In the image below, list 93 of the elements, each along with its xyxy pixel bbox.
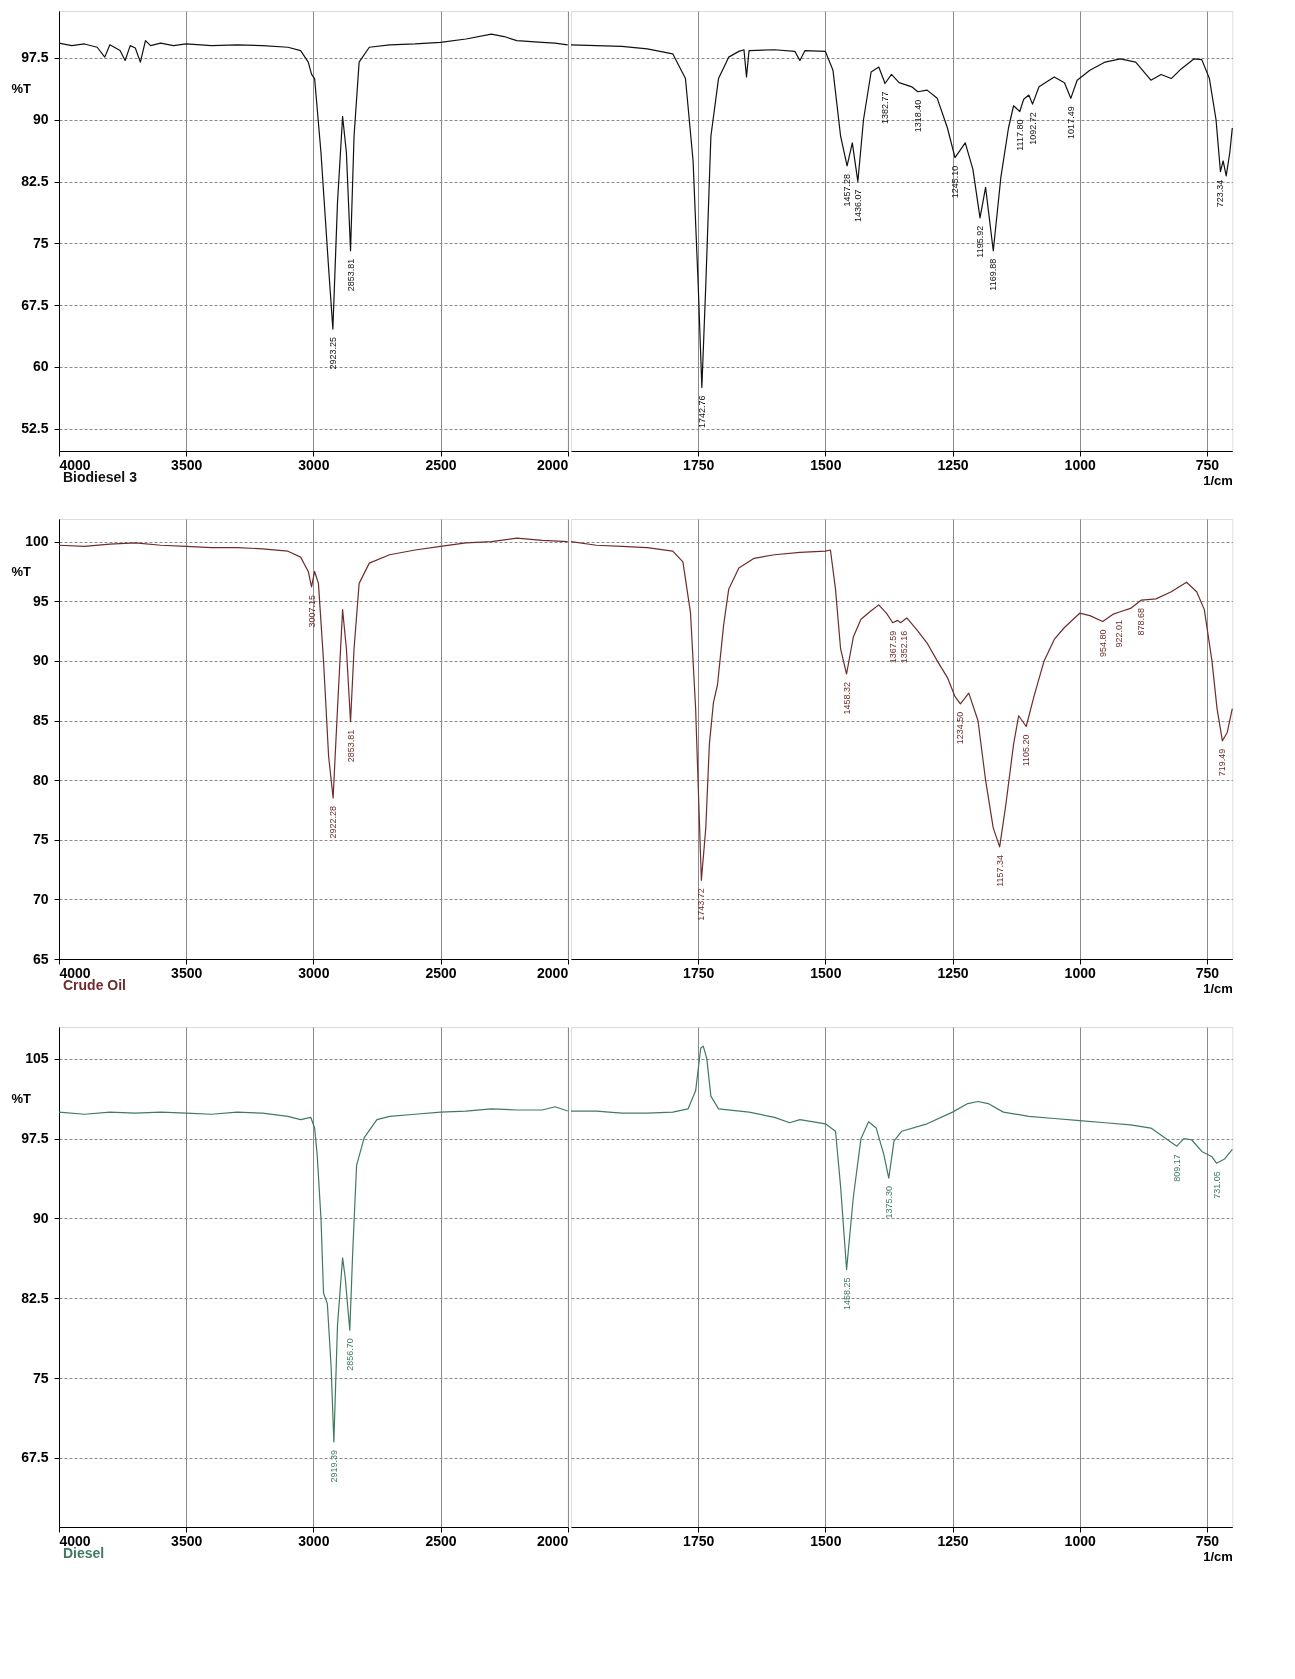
- x-tick-label: 2000: [537, 456, 569, 473]
- annotation: 1105.20: [1021, 734, 1032, 767]
- x-tick-label: 2000: [537, 964, 569, 981]
- annotation: 2922.28: [328, 806, 339, 839]
- y-tick-label: 85: [32, 712, 49, 729]
- y-axis-title: %T: [11, 81, 32, 97]
- annotation: 1367.59: [887, 630, 898, 664]
- annotation: 1458.25: [841, 1277, 852, 1311]
- annotation: 2923.25: [327, 337, 338, 370]
- y-tick-label: 65: [32, 950, 49, 967]
- annotation: 1457.28: [842, 173, 853, 207]
- x-tick-label: 1500: [810, 456, 842, 473]
- x-axis-title: 1/cm: [1203, 980, 1233, 996]
- x-tick-label: 1750: [683, 964, 715, 981]
- annotation: 2853.81: [345, 729, 356, 763]
- x-tick-label: 1250: [937, 456, 969, 473]
- annotation: 1318.40: [912, 99, 923, 133]
- annotation: 1117.80: [1014, 119, 1025, 151]
- annotation: 2856.70: [344, 1338, 355, 1371]
- y-tick-label: 67.5: [21, 1449, 49, 1466]
- x-tick-label: 3000: [298, 1532, 330, 1549]
- annotation: 1195.92: [975, 225, 986, 258]
- x-tick-label: 2500: [425, 456, 457, 473]
- y-tick-label: 82.5: [21, 173, 49, 190]
- annotation: 1157.34: [994, 854, 1005, 887]
- y-tick-label: 97.5: [21, 49, 49, 66]
- y-axis-title: %T: [11, 563, 32, 579]
- annotation: 3007.15: [306, 594, 317, 628]
- x-tick-label: 2500: [425, 964, 457, 981]
- y-tick-label: 90: [32, 111, 49, 128]
- x-tick-label: 3500: [171, 964, 203, 981]
- y-tick-label: 90: [32, 652, 49, 669]
- x-tick-label: 1750: [683, 1532, 715, 1549]
- annotation: 1382.77: [879, 91, 890, 125]
- x-tick-label: 1000: [1064, 456, 1096, 473]
- annotation: 1375.30: [883, 1186, 894, 1219]
- y-tick-label: 97.5: [21, 1130, 49, 1147]
- line-series: [58, 33, 569, 330]
- annotation: 1245.10: [950, 165, 961, 199]
- text: Diesel: [63, 1545, 105, 1561]
- annotation: 2919.39: [328, 1449, 339, 1483]
- x-tick-label: 1000: [1064, 1532, 1096, 1549]
- x-tick-label: 1000: [1064, 964, 1096, 981]
- line-series: [58, 1106, 569, 1443]
- annotation: 878.68: [1136, 608, 1147, 636]
- annotation: 723.34: [1215, 179, 1226, 208]
- annotation: 1017.49: [1065, 106, 1076, 139]
- x-tick-label: 3500: [171, 456, 203, 473]
- y-tick-label: 75: [32, 831, 49, 848]
- annotation: 1352.16: [898, 630, 909, 664]
- text: Biodiesel 3: [63, 469, 138, 485]
- x-axis-title: 1/cm: [1203, 472, 1233, 488]
- x-tick-label: 1750: [683, 456, 715, 473]
- y-tick-label: 100: [25, 533, 49, 550]
- annotation: 1742.76: [696, 395, 707, 429]
- annotation: 954.80: [1097, 629, 1108, 658]
- annotation: 1743.72: [696, 888, 707, 921]
- line-series: [58, 537, 569, 799]
- annotation: 719.49: [1217, 748, 1228, 777]
- x-tick-label: 750: [1195, 1532, 1220, 1549]
- y-tick-label: 70: [32, 890, 49, 907]
- y-tick-label: 82.5: [21, 1289, 49, 1306]
- annotation: 1234.50: [955, 711, 966, 745]
- y-tick-label: 95: [32, 592, 49, 609]
- x-tick-label: 1250: [937, 964, 969, 981]
- x-tick-label: 3000: [298, 456, 330, 473]
- x-tick-label: 1250: [937, 1532, 969, 1549]
- y-tick-label: 105: [25, 1050, 49, 1067]
- annotation: 1436.07: [853, 189, 864, 223]
- y-axis-title: %T: [11, 1091, 32, 1107]
- y-tick-label: 90: [32, 1209, 49, 1226]
- x-axis-title: 1/cm: [1203, 1548, 1233, 1564]
- annotation: 731.05: [1211, 1171, 1222, 1199]
- y-tick-label: 67.5: [21, 296, 49, 313]
- x-tick-label: 1500: [810, 964, 842, 981]
- x-tick-label: 3000: [298, 964, 330, 981]
- annotation: 2853.81: [345, 258, 356, 292]
- y-tick-label: 75: [32, 234, 49, 251]
- annotation: 922.01: [1114, 620, 1125, 648]
- x-tick-label: 2000: [537, 1532, 569, 1549]
- annotation: 1169.88: [988, 258, 999, 291]
- y-tick-label: 75: [32, 1369, 49, 1386]
- x-tick-label: 750: [1195, 456, 1220, 473]
- x-tick-label: 1500: [810, 1532, 842, 1549]
- x-tick-label: 750: [1195, 964, 1220, 981]
- x-tick-label: 3500: [171, 1532, 203, 1549]
- y-tick-label: 52.5: [21, 420, 49, 437]
- y-tick-label: 60: [32, 358, 49, 375]
- annotation: 809.17: [1171, 1154, 1182, 1182]
- annotation: 1092.72: [1027, 112, 1038, 145]
- x-tick-label: 2500: [425, 1532, 457, 1549]
- y-tick-label: 80: [32, 771, 49, 788]
- annotation: 1458.32: [841, 682, 852, 715]
